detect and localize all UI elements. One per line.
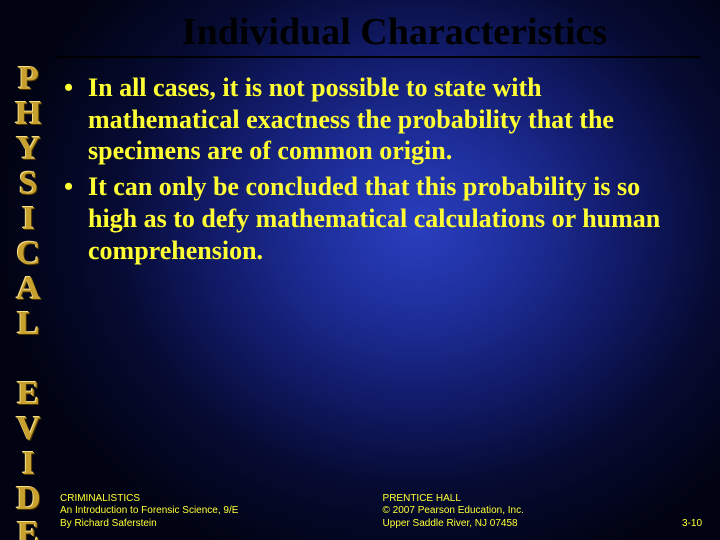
sidebar: PHYSICAL EVIDENCE: [8, 60, 48, 520]
title-underline: [55, 56, 700, 58]
title-area: Individual Characteristics: [55, 10, 700, 58]
slide: PHYSICAL EVIDENCE Individual Characteris…: [0, 0, 720, 540]
footer-mid: PRENTICE HALL © 2007 Pearson Education, …: [383, 493, 524, 531]
slide-body: In all cases, it is not possible to stat…: [60, 72, 692, 270]
footer-page-number: 3-10: [668, 518, 702, 531]
bullet-item: It can only be concluded that this proba…: [60, 171, 692, 266]
footer-left: CRIMINALISTICS An Introduction to Forens…: [60, 493, 238, 531]
sidebar-label: PHYSICAL EVIDENCE: [11, 60, 45, 540]
bullet-item: In all cases, it is not possible to stat…: [60, 72, 692, 167]
slide-footer: CRIMINALISTICS An Introduction to Forens…: [60, 493, 702, 531]
slide-title: Individual Characteristics: [55, 10, 700, 56]
bullet-list: In all cases, it is not possible to stat…: [60, 72, 692, 266]
